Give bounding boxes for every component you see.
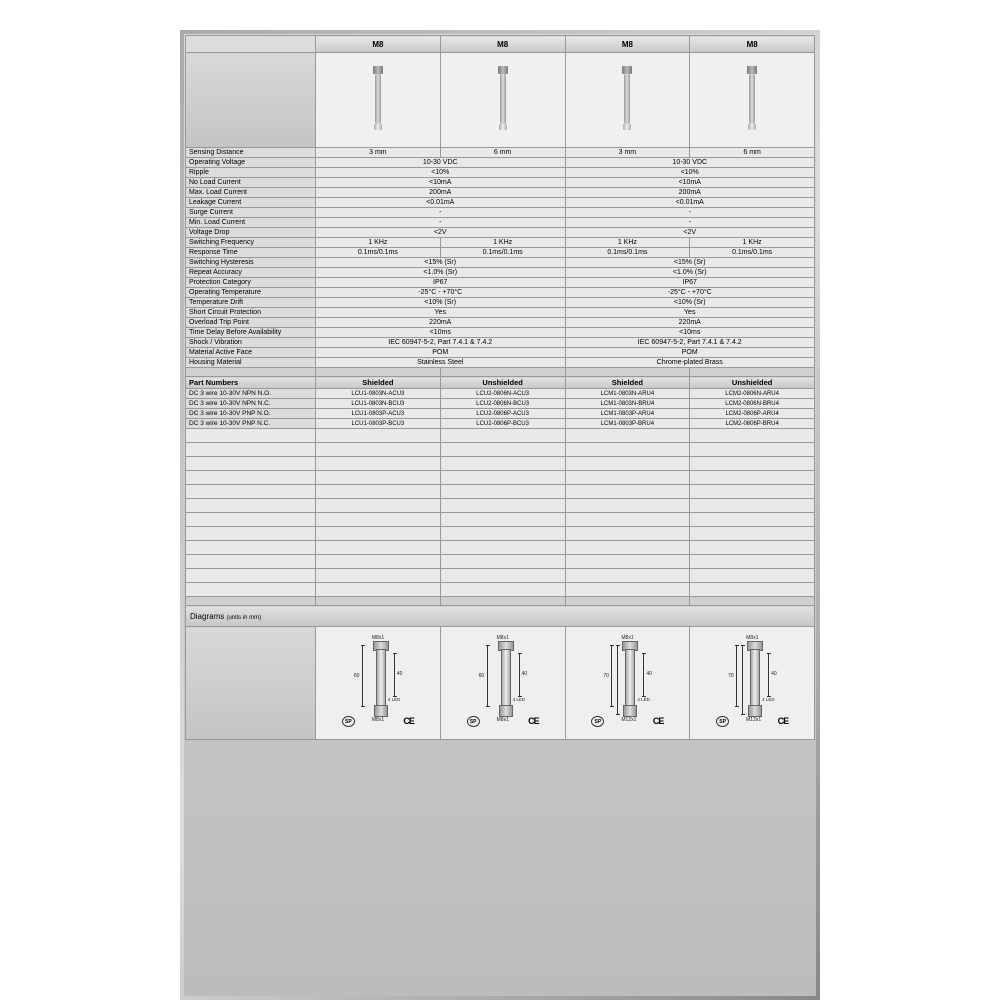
shield-header: Unshielded [440,377,565,389]
spec-label: Time Delay Before Availability [186,328,316,338]
part-number: LCM2-0806N-ARU4 [690,389,815,399]
ce-cert-icon: CE [528,716,539,727]
spec-sheet: M8M8M8M8Sensing Distance3 mm6 mm3 mm6 mm… [180,30,820,1000]
diagram-cell-0: M8x160404 LEDM8x1SPCE [316,627,441,740]
part-number: LCM2-0806P-BRU4 [690,419,815,429]
part-number: LCU1-0803N-BCU3 [316,399,441,409]
part-number: LCM1-0803P-ARU4 [565,409,690,419]
diagram-cell-2: M8x170404 LEDM12x1SPCE [565,627,690,740]
spec-label: Response Time [186,248,316,258]
part-number: LCU2-0806P-ACU3 [440,409,565,419]
part-number: LCM2-0806P-ARU4 [690,409,815,419]
part-config-label: DC 3 wire 10-30V NPN N.C. [186,399,316,409]
shield-header: Unshielded [690,377,815,389]
model-header-1: M8 [440,36,565,53]
spec-label: Sensing Distance [186,148,316,158]
spec-label: Operating Voltage [186,158,316,168]
shield-header: Shielded [316,377,441,389]
spec-label: Overload Trip Point [186,318,316,328]
ce-cert-icon: CE [778,716,789,727]
spec-label: Ripple [186,168,316,178]
model-header-3: M8 [690,36,815,53]
part-number: LCU1-0803P-BCU3 [316,419,441,429]
dimension-diagram: M8x160404 LEDM8x1SPCE [463,637,543,727]
product-image-1 [440,53,565,148]
dimension-diagram: M8x160404 LEDM8x1SPCE [338,637,418,727]
model-header-0: M8 [316,36,441,53]
spec-label: Leakage Current [186,198,316,208]
diagrams-title: Diagrams [190,612,224,621]
spec-label: Material Active Face [186,348,316,358]
part-number: LCM1-0803P-BRU4 [565,419,690,429]
spec-label: Voltage Drop [186,228,316,238]
part-config-label: DC 3 wire 10-30V PNP N.C. [186,419,316,429]
part-number: LCU2-0806N-ACU3 [440,389,565,399]
sensor-icon [500,74,506,124]
csa-cert-icon: SP [591,716,604,727]
ce-cert-icon: CE [403,716,414,727]
csa-cert-icon: SP [342,716,355,727]
spec-label: Temperature Drift [186,298,316,308]
spec-label: Switching Frequency [186,238,316,248]
spec-label: Min. Load Current [186,218,316,228]
part-number: LCU2-0806N-BCU3 [440,399,565,409]
part-number: LCM2-0806N-BRU4 [690,399,815,409]
csa-cert-icon: SP [716,716,729,727]
diagram-cell-1: M8x160404 LEDM8x1SPCE [440,627,565,740]
part-config-label: DC 3 wire 10-30V NPN N.O. [186,389,316,399]
spec-label: Operating Temperature [186,288,316,298]
part-number: LCU2-0806P-BCU3 [440,419,565,429]
spec-label: Shock / Vibration [186,338,316,348]
sensor-icon [624,74,630,124]
spec-label: Surge Current [186,208,316,218]
part-number: LCU1-0803N-ACU3 [316,389,441,399]
part-numbers-header: Part Numbers [186,377,316,389]
csa-cert-icon: SP [467,716,480,727]
sensor-icon [749,74,755,124]
spec-label: No Load Current [186,178,316,188]
spec-label: Repeat Accuracy [186,268,316,278]
spec-label: Housing Material [186,358,316,368]
product-image-2 [565,53,690,148]
spec-label: Protection Category [186,278,316,288]
part-number: LCM1-0803N-ARU4 [565,389,690,399]
ce-cert-icon: CE [653,716,664,727]
diagrams-unit: (units in mm) [226,615,261,621]
shield-header: Shielded [565,377,690,389]
spec-label: Max. Load Current [186,188,316,198]
model-header-2: M8 [565,36,690,53]
part-number: LCU1-0803P-ACU3 [316,409,441,419]
spec-label: Short Circuit Protection [186,308,316,318]
part-number: LCM1-0803N-BRU4 [565,399,690,409]
product-image-3 [690,53,815,148]
dimension-diagram: M8x170404 LEDM12x1SPCE [712,637,792,727]
product-image-0 [316,53,441,148]
diagrams-header: Diagrams (units in mm) [186,606,815,627]
spec-table: M8M8M8M8Sensing Distance3 mm6 mm3 mm6 mm… [185,35,815,740]
dimension-diagram: M8x170404 LEDM12x1SPCE [587,637,667,727]
spec-label: Switching Hysteresis [186,258,316,268]
sensor-icon [375,74,381,124]
part-config-label: DC 3 wire 10-30V PNP N.O. [186,409,316,419]
diagram-cell-3: M8x170404 LEDM12x1SPCE [690,627,815,740]
